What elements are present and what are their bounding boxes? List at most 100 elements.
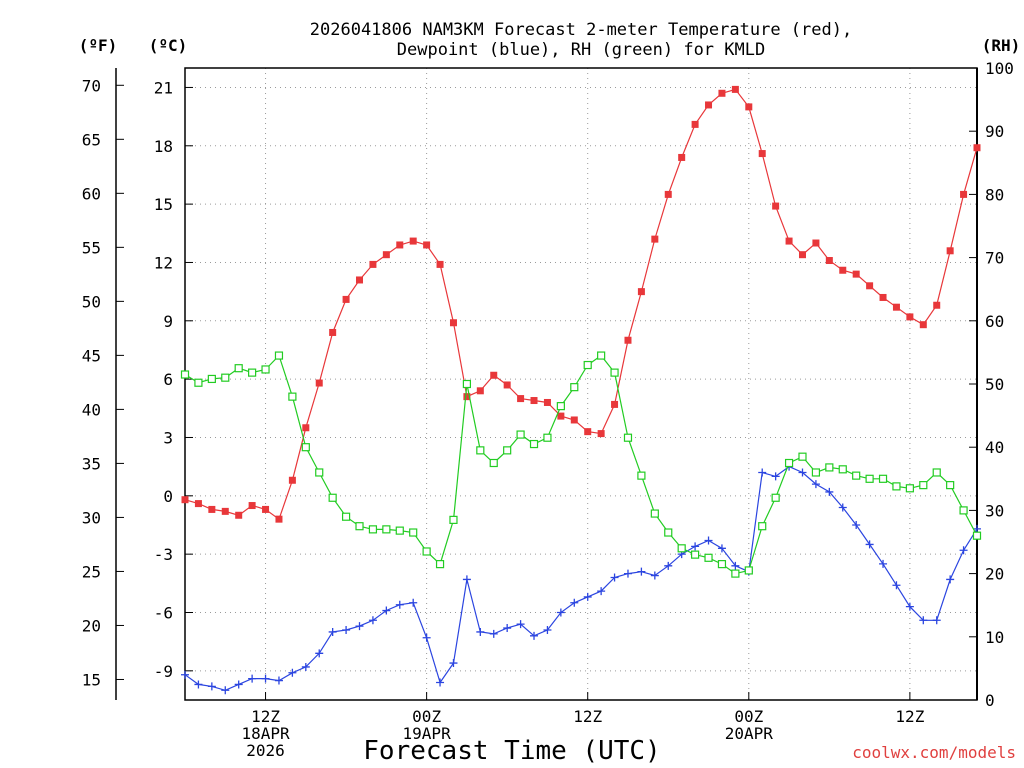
rh-point <box>395 526 404 535</box>
temperature-point <box>356 276 364 284</box>
rh-point <box>664 528 673 537</box>
credit-text: coolwx.com/models <box>852 743 1016 762</box>
rh-point <box>274 351 284 360</box>
rh-point <box>422 547 431 556</box>
dewpoint-point <box>879 559 888 568</box>
temperature-point <box>490 371 498 379</box>
dewpoint-point <box>973 524 981 533</box>
rh-point <box>623 433 633 442</box>
tick-label-fahrenheit: 25 <box>82 562 101 581</box>
dewpoint-point <box>543 625 552 634</box>
dewpoint-point <box>905 602 914 611</box>
temperature-point <box>409 237 417 245</box>
rh-point <box>234 364 243 373</box>
tick-label-x-label3: 2026 <box>246 741 285 760</box>
temperature-point <box>315 379 323 387</box>
dewpoint-point <box>274 676 283 685</box>
dewpoint-point <box>758 468 767 477</box>
temperature-point <box>342 295 350 303</box>
temperature-point <box>570 416 578 424</box>
grid-lines <box>185 68 977 700</box>
temperature-point <box>745 103 753 111</box>
temperature-point <box>584 428 592 436</box>
temperature-point <box>624 336 632 344</box>
temperature-point <box>785 237 793 245</box>
dewpoint-point <box>382 606 391 615</box>
rh-point <box>409 528 418 537</box>
rh-point <box>717 560 727 569</box>
tick-label-fahrenheit: 30 <box>82 508 101 527</box>
dewpoint-point <box>811 480 820 489</box>
rh-point <box>650 509 659 518</box>
temperature-point <box>678 153 686 161</box>
unit-label-fahrenheit: (ºF) <box>79 36 118 55</box>
dewpoint-point <box>570 598 579 607</box>
dewpoint-point <box>852 520 861 529</box>
temperature-point <box>557 412 565 420</box>
dewpoint-point <box>261 674 270 683</box>
temperature-point <box>423 241 431 249</box>
rh-point <box>771 493 780 502</box>
rh-point <box>731 569 740 578</box>
dewpoint-point <box>462 575 471 584</box>
tick-label-rh: 20 <box>985 565 1004 584</box>
dewpoint-point <box>691 542 700 551</box>
dewpoint-point <box>623 569 632 578</box>
rh-point <box>476 446 485 455</box>
rh-point <box>932 468 941 477</box>
rh-point <box>315 468 324 477</box>
temperature-point <box>517 395 525 403</box>
tick-label-fahrenheit: 65 <box>82 130 101 149</box>
tick-label-rh: 0 <box>985 691 995 710</box>
dewpoint-point <box>556 608 565 617</box>
temperature-point <box>597 430 605 438</box>
temperature-point <box>463 393 471 401</box>
rh-point <box>221 373 230 382</box>
temperature-point <box>369 260 377 268</box>
temperature-point <box>812 239 820 247</box>
tick-label-celsius: -9 <box>154 662 173 681</box>
rh-point <box>516 430 525 439</box>
tick-label-x-label2: 19APR <box>403 724 452 743</box>
rh-point <box>838 465 847 474</box>
dewpoint-point <box>664 561 673 570</box>
temperature-point <box>248 502 256 510</box>
temperature-point <box>906 313 914 321</box>
dewpoint-point <box>838 503 847 512</box>
tick-label-x-label2: 18APR <box>241 724 290 743</box>
dewpoint-point <box>503 624 512 633</box>
tick-label-celsius: -3 <box>154 545 173 564</box>
dewpoint-point <box>530 631 539 640</box>
tick-label-rh: 30 <box>985 501 1004 520</box>
dewpoint-point <box>221 686 230 695</box>
dewpoint-point <box>476 627 485 636</box>
temperature-point <box>839 266 847 274</box>
series-line-rh <box>184 354 978 575</box>
temperature-point <box>919 321 927 329</box>
rh-point <box>691 550 700 559</box>
chart-title-line2: Dewpoint (blue), RH (green) for KMLD <box>397 40 765 60</box>
rh-point <box>556 402 565 411</box>
dewpoint-point <box>355 622 364 631</box>
dewpoint-point <box>717 544 726 553</box>
temperature-point <box>530 397 538 405</box>
dewpoint-point <box>315 649 324 658</box>
tick-label-fahrenheit: 35 <box>82 454 101 473</box>
unit-label-celsius: (ºC) <box>149 36 188 55</box>
tick-label-x-label1: 00Z <box>734 707 763 726</box>
rh-point <box>207 374 216 384</box>
plot-frame <box>184 67 978 701</box>
tick-label-fahrenheit: 20 <box>82 616 101 635</box>
temperature-point <box>543 398 551 406</box>
rh-point <box>798 452 807 461</box>
temperature-point <box>960 190 968 198</box>
temperature-point <box>731 85 739 93</box>
rh-point <box>919 481 928 490</box>
rh-point <box>341 512 351 521</box>
tick-label-celsius: 9 <box>163 312 173 331</box>
dewpoint-point <box>865 540 874 549</box>
data-series <box>180 85 982 695</box>
temperature-point <box>664 190 672 198</box>
rh-point <box>892 482 901 491</box>
